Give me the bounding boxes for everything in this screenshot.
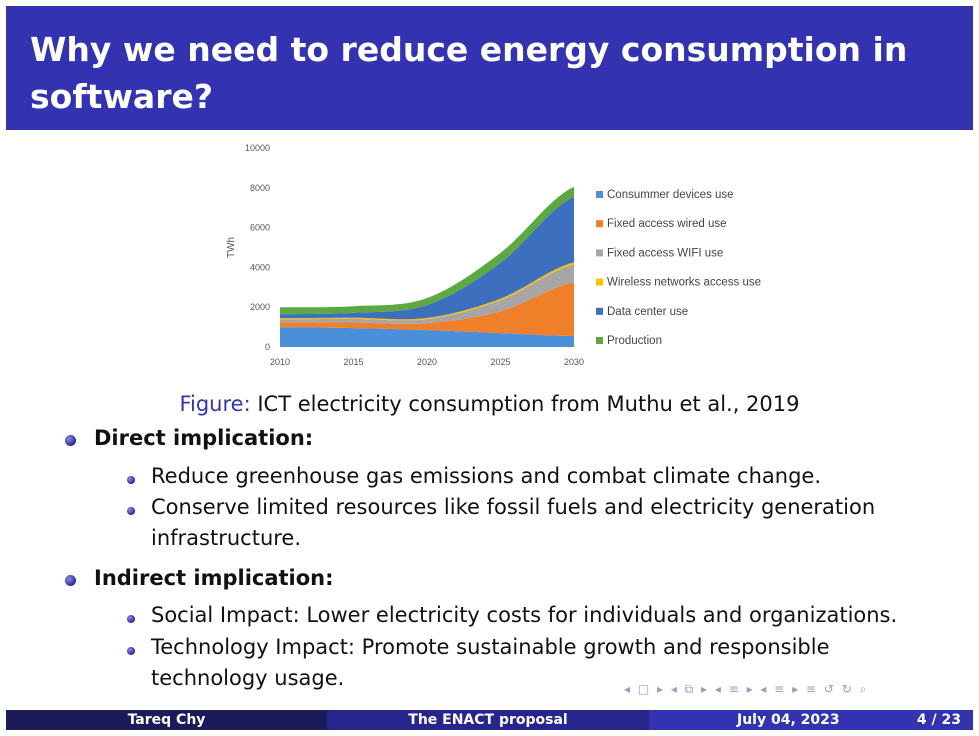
x-tick-label: 2025: [490, 357, 510, 367]
slide-title: Why we need to reduce energy consumption…: [30, 30, 908, 116]
area-series: [280, 264, 574, 324]
y-tick-label: 2000: [250, 302, 270, 312]
bullet-item: Technology Impact: Promote sustainable g…: [151, 635, 830, 659]
y-tick-label: 6000: [250, 223, 270, 233]
x-tick-label: 2030: [564, 357, 584, 367]
sub-bullet-icon: [127, 476, 135, 484]
legend-swatch: [596, 337, 603, 344]
y-tick-label: 10000: [245, 143, 270, 153]
sub-bullet-icon: [127, 615, 135, 623]
sub-bullet-icon: [127, 507, 135, 515]
legend-label: Data center use: [607, 306, 688, 318]
ict-electricity-chart: 0 2000 4000 6000 8000 10000 2010 2015 2020 2025 20…: [226, 143, 761, 367]
legend-label: Production: [607, 335, 662, 347]
x-tick-label: 2020: [417, 357, 437, 367]
legend-swatch: [596, 220, 603, 228]
sub-bullet-icon: [127, 647, 135, 655]
bullet-icon: [65, 435, 76, 446]
y-tick-label: 0: [265, 342, 270, 352]
bullet-heading-indirect: Indirect implication:: [94, 566, 334, 590]
beamer-navigation-icons[interactable]: ◂ □ ▸ ◂ ⧉ ▸ ◂ ≡ ▸ ◂ ≡ ▸ ≡ ↺ ↻ ⌕: [624, 682, 869, 696]
bullet-item-continuation: infrastructure.: [151, 526, 302, 550]
footer-author: Tareq Chy: [6, 710, 327, 730]
figure-label: Figure:: [179, 392, 251, 416]
bullet-item-continuation: technology usage.: [151, 666, 345, 690]
figure-caption: Figure: ICT electricity consumption from…: [6, 392, 973, 416]
legend-swatch: [596, 191, 603, 198]
area-series: [280, 196, 574, 320]
bullet-item: Conserve limited resources like fossil f…: [151, 495, 876, 519]
bullet-icon: [65, 575, 76, 586]
y-axis-label: TWh: [226, 237, 237, 258]
footer-date: July 04, 2023: [737, 712, 840, 728]
title-bar: Why we need to reduce energy consumption…: [6, 6, 973, 130]
y-tick-label: 8000: [250, 183, 270, 193]
y-tick-label: 4000: [250, 262, 270, 272]
legend-label: Wireless networks access use: [607, 277, 761, 289]
bullet-item: Social Impact: Lower electricity costs f…: [151, 603, 898, 627]
footer-page-number: 4 / 23: [916, 712, 961, 728]
area-series: [280, 282, 574, 337]
footer-right: July 04, 2023 4 / 23: [649, 710, 973, 730]
figure-caption-text: ICT electricity consumption from Muthu e…: [257, 392, 800, 416]
footer: Tareq Chy The ENACT proposal July 04, 20…: [6, 710, 973, 730]
legend-swatch: [596, 307, 603, 315]
legend-swatch: [596, 249, 603, 257]
bullet-heading-direct: Direct implication:: [94, 426, 314, 450]
slide: Why we need to reduce energy consumption…: [6, 6, 973, 730]
legend-label: Fixed access wired use: [607, 218, 727, 230]
legend-swatch: [596, 278, 603, 286]
x-tick-label: 2015: [343, 357, 363, 367]
x-tick-label: 2010: [270, 357, 290, 367]
legend-label: Fixed access WIFI use: [607, 247, 723, 259]
footer-talk-title: The ENACT proposal: [327, 710, 649, 730]
area-series: [280, 327, 574, 347]
legend-label: Consummer devices use: [607, 189, 734, 201]
bullet-item: Reduce greenhouse gas emissions and comb…: [151, 464, 821, 488]
